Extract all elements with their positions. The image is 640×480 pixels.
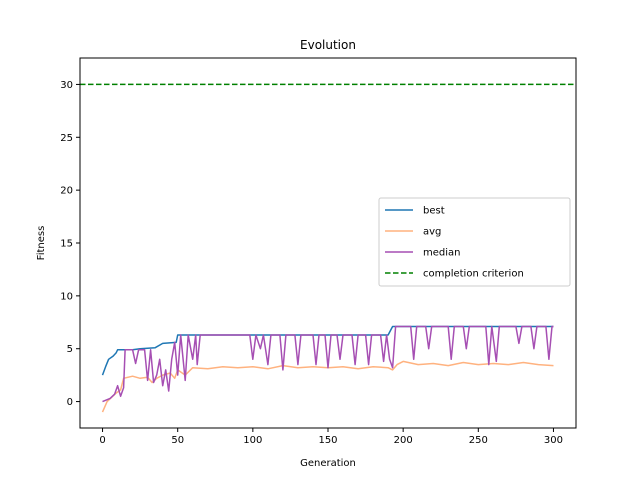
series-line-best <box>101 325 554 376</box>
series-line-median <box>102 325 554 403</box>
y-axis-label: Fitness <box>36 226 47 261</box>
legend-label: completion criterion <box>423 269 524 280</box>
x-axis-label: Generation <box>300 458 356 469</box>
x-axis: 0 50 100 150 200 250 300 <box>99 428 563 446</box>
y-axis: 0 5 10 15 20 25 30 <box>60 80 80 408</box>
y-tick-label: 20 <box>60 186 73 197</box>
legend-box <box>378 197 571 287</box>
legend-label: median <box>423 248 461 259</box>
x-tick-label: 250 <box>469 435 488 446</box>
x-tick-label: 300 <box>544 435 563 446</box>
legend-label: avg <box>423 227 441 238</box>
y-tick-label: 10 <box>60 291 73 302</box>
series-line-avg <box>101 360 554 413</box>
plot-lines <box>80 83 576 413</box>
x-tick-label: 50 <box>171 435 184 446</box>
x-tick-label: 100 <box>243 435 262 446</box>
y-tick-label: 15 <box>60 239 73 250</box>
y-tick-label: 5 <box>67 344 73 355</box>
y-tick-label: 30 <box>60 80 73 91</box>
x-tick-label: 200 <box>394 435 413 446</box>
chart-title: Evolution <box>300 38 356 52</box>
x-tick-label: 0 <box>99 435 105 446</box>
y-tick-label: 25 <box>60 133 73 144</box>
legend-label: best <box>423 206 445 217</box>
y-tick-label: 0 <box>67 397 73 408</box>
legend: best avg median completion criterion <box>378 197 571 287</box>
x-tick-label: 150 <box>318 435 337 446</box>
